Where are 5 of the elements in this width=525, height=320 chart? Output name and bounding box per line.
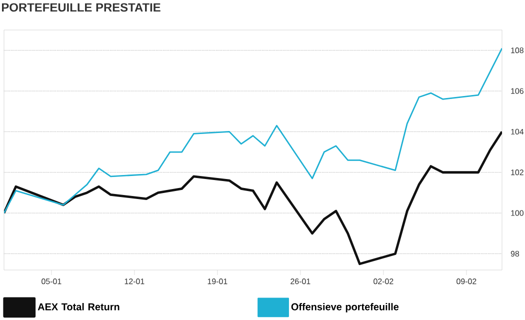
legend-label: Offensieve portefeuille — [291, 303, 399, 312]
chart-title: PORTEFEUILLE PRESTATIE — [2, 3, 160, 12]
line-series — [4, 48, 502, 214]
line-series — [4, 130, 502, 266]
legend-label: AEX Total Return — [38, 303, 120, 310]
